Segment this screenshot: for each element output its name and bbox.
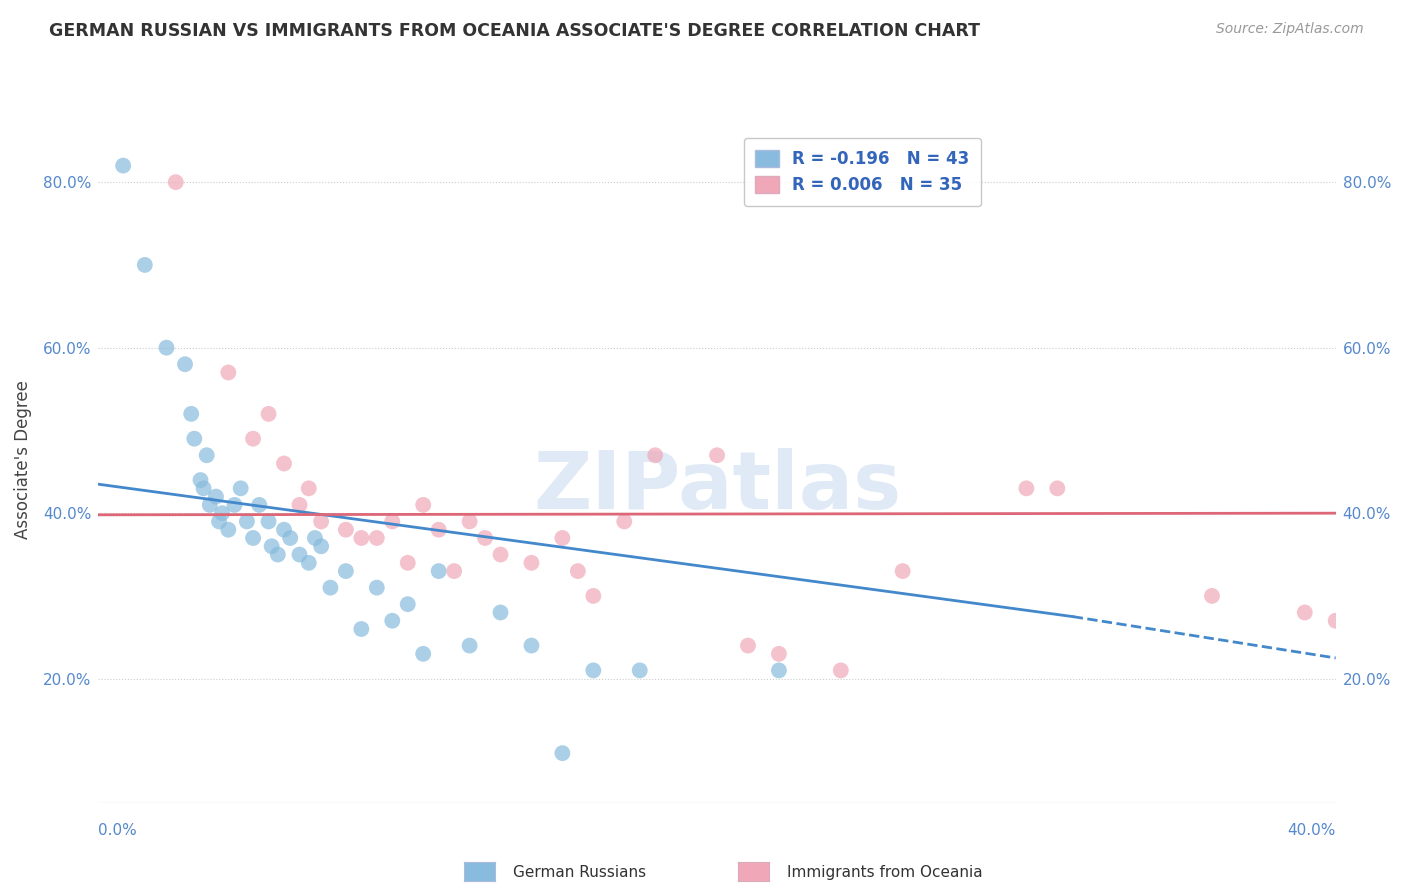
Point — [737, 639, 759, 653]
Point — [242, 432, 264, 446]
Point — [1324, 614, 1347, 628]
Point — [381, 614, 404, 628]
Point — [489, 548, 512, 562]
Point — [768, 647, 790, 661]
Point — [229, 481, 252, 495]
Point — [309, 515, 332, 529]
Point — [350, 622, 373, 636]
Point — [236, 515, 259, 529]
Point — [582, 589, 605, 603]
Point — [335, 564, 357, 578]
Point — [298, 556, 321, 570]
Point — [288, 498, 311, 512]
Point — [208, 515, 231, 529]
Text: 40.0%: 40.0% — [1288, 823, 1336, 838]
Text: Source: ZipAtlas.com: Source: ZipAtlas.com — [1216, 22, 1364, 37]
Point — [489, 606, 512, 620]
Point — [180, 407, 202, 421]
Point — [458, 515, 481, 529]
Point — [211, 506, 233, 520]
Point — [427, 564, 450, 578]
Point — [520, 556, 543, 570]
Point — [155, 341, 177, 355]
Point — [474, 531, 496, 545]
Point — [193, 481, 215, 495]
Point — [768, 664, 790, 678]
Point — [1046, 481, 1069, 495]
Point — [458, 639, 481, 653]
Point — [205, 490, 228, 504]
Point — [551, 531, 574, 545]
Point — [628, 664, 651, 678]
Legend: R = -0.196   N = 43, R = 0.006   N = 35: R = -0.196 N = 43, R = 0.006 N = 35 — [744, 138, 981, 206]
Point — [381, 515, 404, 529]
Text: GERMAN RUSSIAN VS IMMIGRANTS FROM OCEANIA ASSOCIATE'S DEGREE CORRELATION CHART: GERMAN RUSSIAN VS IMMIGRANTS FROM OCEANI… — [49, 22, 980, 40]
Point — [551, 746, 574, 760]
Point — [350, 531, 373, 545]
Point — [195, 448, 218, 462]
Point — [217, 523, 239, 537]
Point — [242, 531, 264, 545]
Point — [217, 366, 239, 380]
Point — [644, 448, 666, 462]
Point — [427, 523, 450, 537]
Point — [278, 531, 301, 545]
Point — [613, 515, 636, 529]
Point — [273, 523, 295, 537]
Point — [224, 498, 246, 512]
Point — [273, 457, 295, 471]
Point — [366, 531, 388, 545]
Point — [260, 539, 283, 553]
Point — [443, 564, 465, 578]
Point — [396, 597, 419, 611]
Point — [165, 175, 187, 189]
Point — [183, 432, 205, 446]
Point — [335, 523, 357, 537]
Point — [1294, 606, 1316, 620]
Text: ZIPatlas: ZIPatlas — [533, 448, 901, 526]
Point — [396, 556, 419, 570]
Point — [198, 498, 221, 512]
Text: 0.0%: 0.0% — [98, 823, 138, 838]
Point — [412, 498, 434, 512]
Point — [567, 564, 589, 578]
Text: German Russians: German Russians — [513, 865, 647, 880]
Point — [412, 647, 434, 661]
Point — [582, 664, 605, 678]
Point — [247, 498, 270, 512]
Text: Immigrants from Oceania: Immigrants from Oceania — [787, 865, 983, 880]
Point — [520, 639, 543, 653]
Point — [304, 531, 326, 545]
Point — [319, 581, 342, 595]
Point — [112, 159, 135, 173]
Point — [366, 581, 388, 595]
Point — [830, 664, 852, 678]
Point — [706, 448, 728, 462]
Point — [257, 515, 280, 529]
Point — [257, 407, 280, 421]
Point — [891, 564, 914, 578]
Point — [288, 548, 311, 562]
Point — [1201, 589, 1223, 603]
Point — [309, 539, 332, 553]
Point — [134, 258, 156, 272]
Point — [298, 481, 321, 495]
Point — [1015, 481, 1038, 495]
Y-axis label: Associate's Degree: Associate's Degree — [14, 380, 32, 539]
Point — [190, 473, 212, 487]
Point — [174, 357, 197, 371]
Point — [267, 548, 290, 562]
